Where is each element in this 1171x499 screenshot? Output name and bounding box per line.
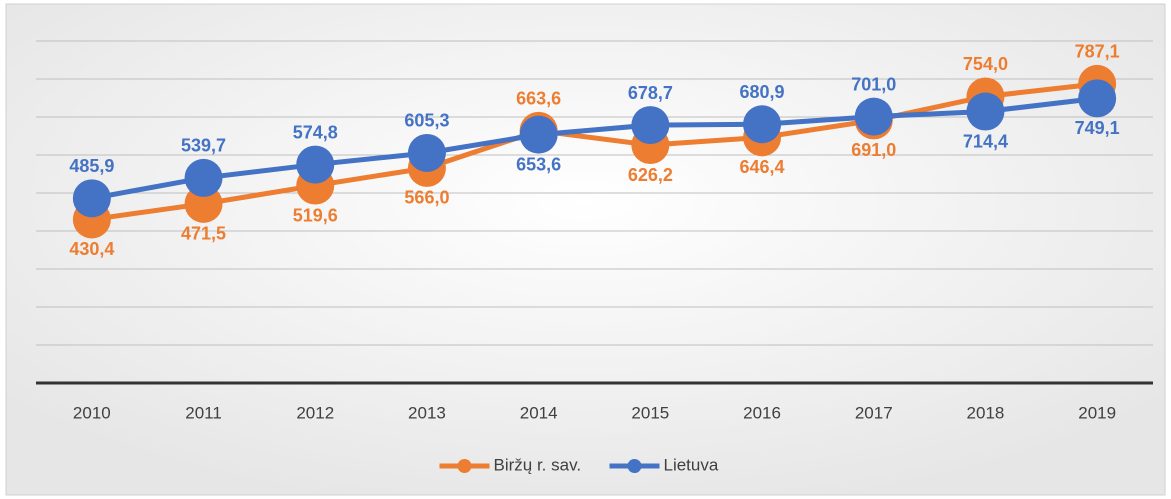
data-label: 519,6	[293, 205, 338, 225]
series-line	[91, 81, 1098, 222]
x-tick-label: 2019	[1078, 403, 1116, 422]
marker	[966, 92, 1005, 131]
x-tick-label: 2015	[631, 403, 669, 422]
data-label: 714,4	[963, 131, 1008, 151]
marker	[519, 115, 558, 154]
marker	[631, 106, 670, 145]
marker	[296, 145, 335, 184]
data-label: 653,6	[516, 154, 561, 174]
x-tick-label: 2014	[520, 403, 558, 422]
data-label: 485,9	[69, 156, 114, 176]
data-label: 539,7	[181, 136, 226, 156]
marker	[854, 97, 893, 136]
legend-label: Biržų r. sav.	[494, 455, 582, 474]
series-line	[91, 95, 1098, 201]
legend-label: Lietuva	[664, 455, 719, 474]
data-label: 678,7	[628, 83, 673, 103]
data-label: 566,0	[404, 188, 449, 208]
data-label: 430,4	[69, 239, 114, 259]
x-tick-label: 2017	[855, 403, 893, 422]
marker	[1078, 79, 1117, 118]
data-label: 680,9	[740, 82, 785, 102]
data-label: 754,0	[963, 54, 1008, 74]
marker	[407, 133, 446, 172]
data-label: 749,1	[1075, 118, 1120, 138]
data-label: 626,2	[628, 165, 673, 185]
data-label: 471,5	[181, 224, 226, 244]
marker	[72, 179, 111, 218]
data-label: 574,8	[293, 122, 338, 142]
data-label: 701,0	[851, 74, 896, 94]
legend-marker	[627, 459, 642, 473]
marker	[184, 158, 223, 197]
legend-marker	[457, 459, 472, 473]
x-tick-label: 2012	[296, 403, 334, 422]
data-label: 663,6	[516, 89, 561, 109]
marker	[743, 105, 782, 144]
data-label: 691,0	[851, 140, 896, 160]
x-tick-label: 2013	[408, 403, 446, 422]
data-label: 787,1	[1075, 42, 1120, 62]
x-tick-label: 2016	[743, 403, 781, 422]
data-label: 605,3	[404, 111, 449, 131]
x-tick-label: 2011	[185, 403, 222, 422]
data-label: 646,4	[740, 157, 785, 177]
x-tick-label: 2018	[967, 403, 1005, 422]
x-tick-label: 2010	[73, 403, 111, 422]
